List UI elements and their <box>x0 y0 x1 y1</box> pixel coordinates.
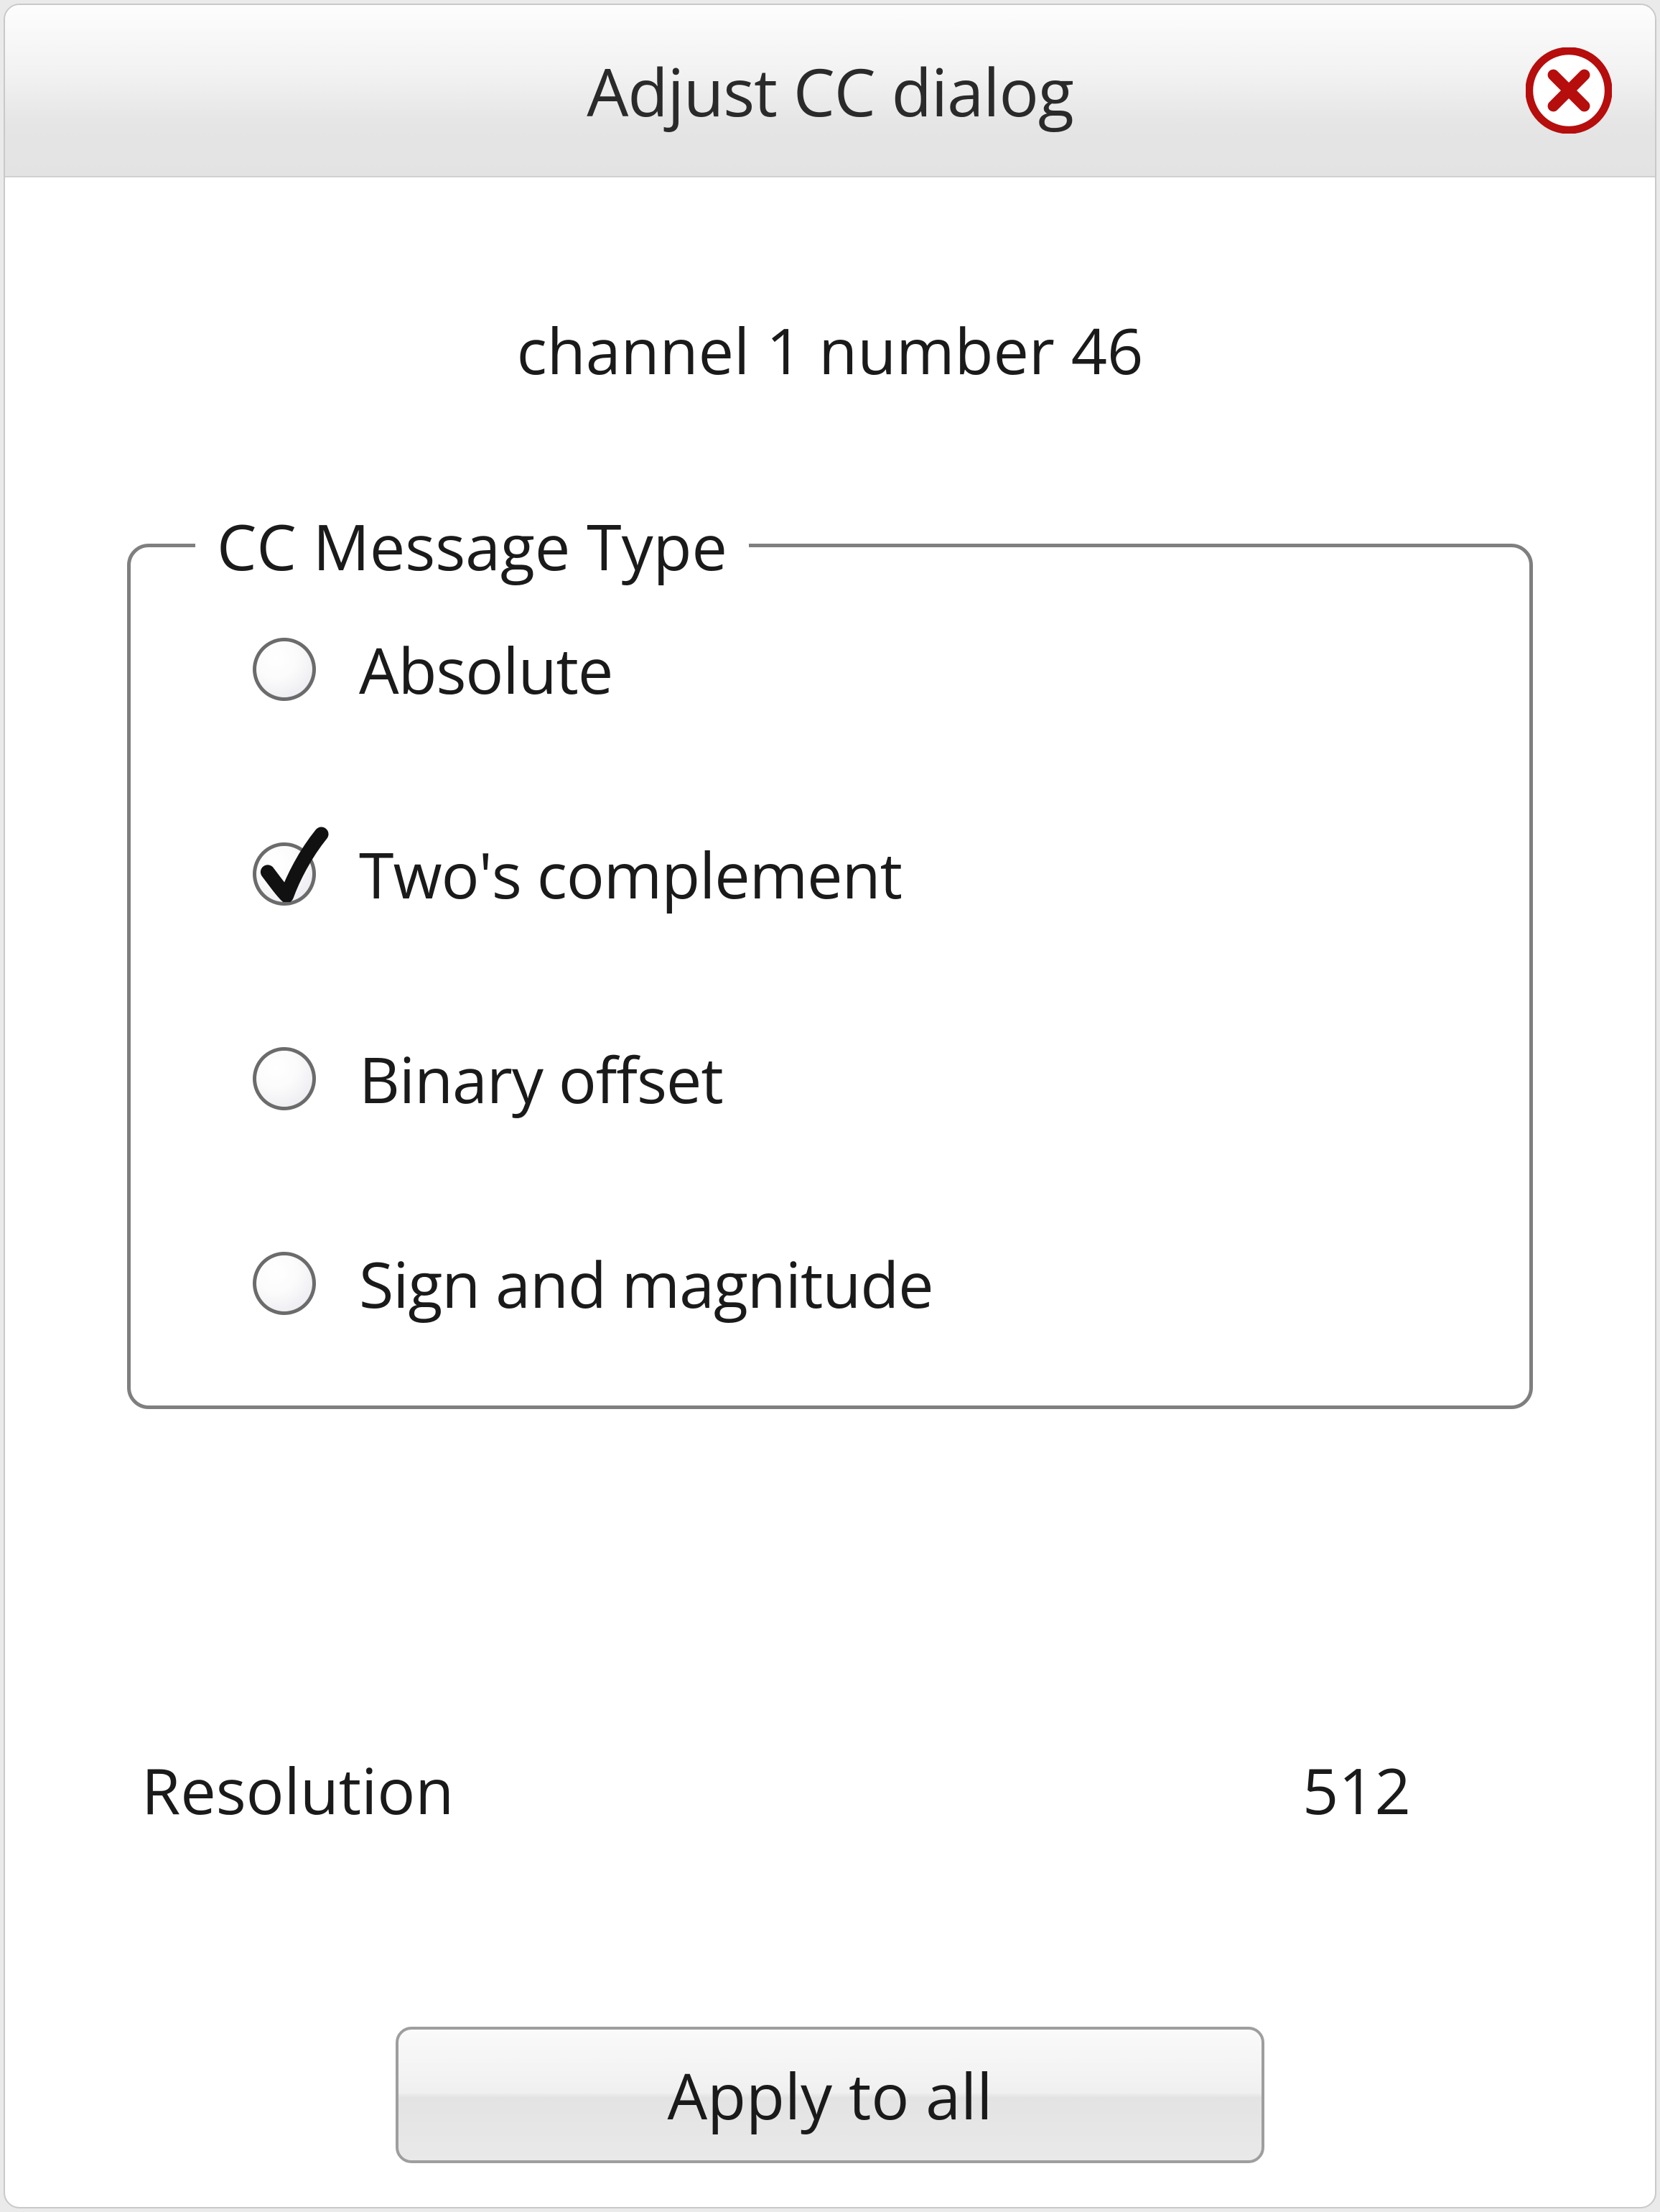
cc-message-type-group: CC Message Type Absolute Two's complemen… <box>127 544 1533 1409</box>
dialog: Adjust CC dialog channel 1 number 46 CC … <box>4 4 1656 2208</box>
radio-option-absolute[interactable]: Absolute <box>253 626 1450 712</box>
titlebar: Adjust CC dialog <box>5 5 1655 177</box>
radio-label: Sign and magnitude <box>359 1240 933 1326</box>
close-button[interactable] <box>1526 47 1612 134</box>
dialog-title: Adjust CC dialog <box>587 46 1073 136</box>
radio-option-sign-and-magnitude[interactable]: Sign and magnitude <box>253 1240 1450 1326</box>
radio-icon <box>253 842 316 906</box>
radio-icon <box>253 1252 316 1315</box>
radio-label: Absolute <box>359 626 612 712</box>
apply-button-label: Apply to all <box>668 2052 993 2138</box>
dialog-frame: Adjust CC dialog channel 1 number 46 CC … <box>0 0 1660 2212</box>
resolution-row: Resolution 512 <box>127 1747 1533 1833</box>
apply-to-all-button[interactable]: Apply to all <box>396 2027 1264 2163</box>
radio-icon <box>253 1047 316 1110</box>
radio-icon <box>253 638 316 701</box>
resolution-value[interactable]: 512 <box>1302 1747 1411 1833</box>
dialog-body: channel 1 number 46 CC Message Type Abso… <box>5 177 1655 2207</box>
radio-option-binary-offset[interactable]: Binary offset <box>253 1036 1450 1122</box>
resolution-label: Resolution <box>141 1747 454 1833</box>
channel-info-label: channel 1 number 46 <box>127 307 1533 393</box>
radio-label: Binary offset <box>359 1036 723 1122</box>
fieldset-legend: CC Message Type <box>195 503 749 589</box>
radio-option-twos-complement[interactable]: Two's complement <box>253 831 1450 917</box>
checkmark-icon <box>253 823 332 902</box>
radio-label: Two's complement <box>359 831 902 917</box>
close-icon <box>1526 47 1612 134</box>
